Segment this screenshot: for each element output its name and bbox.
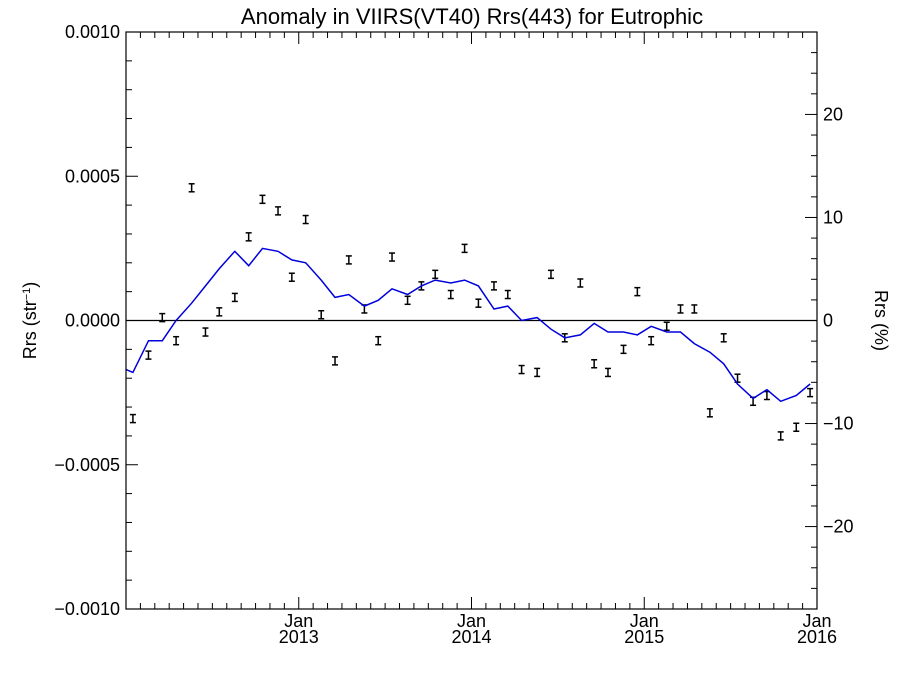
- x-tick-month-label: Jan: [457, 611, 486, 631]
- error-bar-point: [129, 413, 136, 424]
- error-bar-point: [648, 335, 655, 346]
- error-bar-point: [159, 312, 166, 323]
- error-bar-point: [231, 292, 238, 303]
- error-bar-point: [173, 335, 180, 346]
- y2-tick-label: −20: [823, 517, 854, 537]
- y2-tick-label: −10: [823, 414, 854, 434]
- error-bar-point: [591, 359, 598, 369]
- error-bar-point: [663, 321, 670, 332]
- error-bar-point: [620, 344, 627, 355]
- x-tick-month-label: Jan: [630, 611, 659, 631]
- y-tick-label: 0.0005: [65, 166, 120, 186]
- error-bar-point: [345, 255, 352, 265]
- error-bar-point: [706, 408, 713, 418]
- error-bar-point: [807, 387, 814, 398]
- error-bar-point: [518, 364, 525, 375]
- y2-tick-label: 20: [823, 104, 843, 124]
- error-bar-point: [288, 272, 295, 282]
- x-tick-year-label: 2013: [279, 627, 319, 647]
- y-tick-label: −0.0010: [54, 599, 120, 619]
- x-tick-month-label: Jan: [284, 611, 313, 631]
- error-bar-point: [375, 335, 382, 346]
- error-bar-point: [461, 243, 468, 254]
- error-bar-point: [475, 298, 482, 308]
- error-bar-point: [604, 367, 611, 378]
- error-bar-point: [275, 206, 282, 216]
- error-bar-point: [534, 367, 541, 378]
- error-bar-point: [404, 295, 411, 306]
- error-bar-point: [777, 431, 784, 441]
- x-tick-year-label: 2015: [624, 627, 664, 647]
- y-tick-label: −0.0005: [54, 455, 120, 475]
- anomaly-line: [125, 247, 811, 403]
- series-layer: [125, 183, 814, 441]
- y2-tick-label: 10: [823, 207, 843, 227]
- error-bar-point: [245, 232, 252, 242]
- error-bar-point: [145, 350, 152, 360]
- error-bar-point: [577, 278, 584, 288]
- y-axis-label-close: ): [20, 282, 40, 288]
- error-bar-point: [691, 304, 698, 314]
- error-bar-point: [490, 281, 497, 291]
- error-bar-point: [504, 289, 511, 300]
- error-bar-point: [634, 286, 641, 297]
- y2-tick-label: 0: [823, 311, 833, 331]
- error-bar-point: [793, 422, 800, 432]
- error-bar-point: [447, 289, 454, 300]
- error-bar-point: [432, 269, 439, 280]
- y-axis-label: Rrs (str−1): [20, 282, 40, 360]
- error-bar-point: [188, 183, 195, 193]
- error-bar-point: [318, 309, 325, 320]
- y2-axis-label: Rrs (%): [871, 290, 891, 351]
- error-bar-point: [763, 390, 770, 401]
- error-bar-point: [389, 252, 396, 262]
- error-bar-point: [259, 194, 266, 205]
- y-axis-left: 0.0010 0.0005 0.0000 −0.0005 −0.0010: [54, 22, 138, 619]
- x-tick-year-label: 2016: [797, 627, 837, 647]
- error-bar-point: [677, 304, 684, 314]
- error-bar-point: [547, 269, 554, 280]
- y-axis-label-main: Rrs (str: [20, 300, 40, 359]
- y-axis-right: 20 10 0 −10 −20: [805, 31, 854, 610]
- error-bar-point: [202, 327, 209, 337]
- y-tick-label: 0.0000: [65, 311, 120, 331]
- error-bar-point: [302, 214, 309, 225]
- x-tick-month-label: Jan: [802, 611, 831, 631]
- chart-title: Anomaly in VIIRS(VT40) Rrs(443) for Eutr…: [241, 4, 703, 29]
- y-tick-label: 0.0010: [65, 22, 120, 42]
- x-tick-year-label: 2014: [451, 627, 491, 647]
- y-axis-label-superscript: −1: [21, 288, 33, 301]
- error-bar-point: [216, 307, 223, 317]
- error-bar-point: [332, 356, 339, 366]
- error-bar-point: [720, 333, 727, 343]
